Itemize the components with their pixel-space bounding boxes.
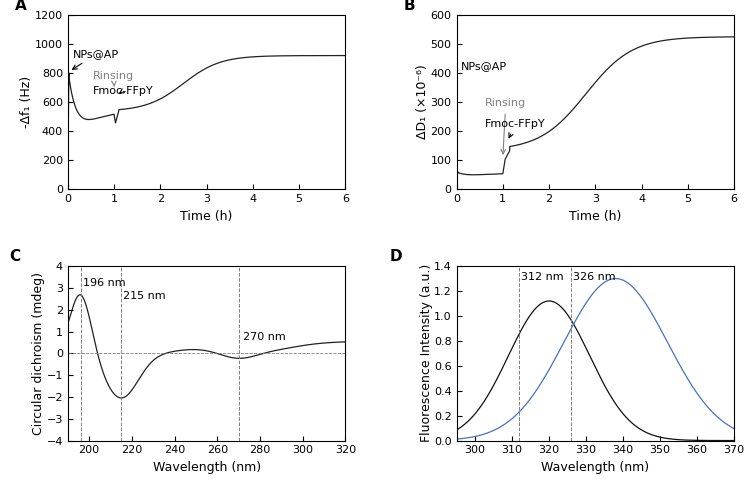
- Text: 312 nm: 312 nm: [521, 272, 564, 282]
- Text: 326 nm: 326 nm: [573, 272, 616, 282]
- Y-axis label: -Δf₁ (Hz): -Δf₁ (Hz): [20, 76, 33, 128]
- Text: B: B: [404, 0, 416, 12]
- Text: Rinsing: Rinsing: [93, 71, 134, 87]
- Text: 196 nm: 196 nm: [83, 278, 125, 288]
- Text: Fmoc-FFpY: Fmoc-FFpY: [93, 86, 154, 96]
- Text: C: C: [10, 249, 20, 264]
- Text: A: A: [15, 0, 27, 12]
- X-axis label: Time (h): Time (h): [569, 210, 621, 223]
- X-axis label: Time (h): Time (h): [181, 210, 233, 223]
- Text: NPs@AP: NPs@AP: [72, 49, 120, 69]
- Y-axis label: ΔD₁ (×10⁻⁶): ΔD₁ (×10⁻⁶): [416, 65, 429, 140]
- Text: 270 nm: 270 nm: [243, 332, 285, 342]
- Text: Rinsing: Rinsing: [485, 99, 526, 154]
- Text: 215 nm: 215 nm: [123, 291, 166, 301]
- X-axis label: Wavelength (nm): Wavelength (nm): [541, 461, 649, 474]
- Y-axis label: Fluorescence Intensity (a.u.): Fluorescence Intensity (a.u.): [419, 264, 432, 443]
- X-axis label: Wavelength (nm): Wavelength (nm): [153, 461, 261, 474]
- Text: D: D: [390, 249, 403, 264]
- Text: Fmoc-FFpY: Fmoc-FFpY: [485, 119, 546, 138]
- Y-axis label: Circular dichroism (mdeg): Circular dichroism (mdeg): [32, 272, 45, 435]
- Text: NPs@AP: NPs@AP: [461, 61, 508, 71]
